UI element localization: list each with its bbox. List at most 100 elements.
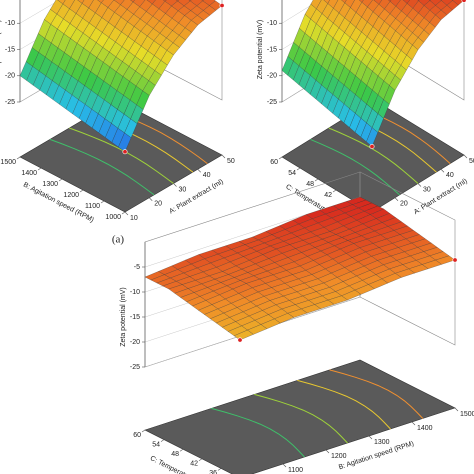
contour-line xyxy=(328,127,419,184)
contour-line xyxy=(310,138,400,196)
y-tick xyxy=(100,200,105,204)
x-tick xyxy=(124,211,129,216)
z-axis-label: Zeta potential (mV) xyxy=(0,20,2,80)
x-tick xyxy=(197,169,201,173)
z-tick-label: -10 xyxy=(267,20,277,27)
y-tick-label: 48 xyxy=(306,181,314,188)
z-tick-label: -25 xyxy=(130,364,140,371)
x-tick-label: 50 xyxy=(227,158,235,165)
x-tick xyxy=(282,463,287,468)
surface-patch xyxy=(358,0,364,3)
surface-patch xyxy=(162,0,167,2)
design-point xyxy=(219,2,225,9)
y-tick-label: 1400 xyxy=(21,170,37,177)
surface-patch xyxy=(233,329,254,341)
design-point xyxy=(369,144,375,150)
y-tick-label: 42 xyxy=(190,461,198,468)
y-tick-label: 1300 xyxy=(42,181,58,188)
z-tick-label: -20 xyxy=(130,339,140,346)
surface-patch xyxy=(366,127,378,147)
design-point xyxy=(237,337,243,343)
x-tick xyxy=(417,183,422,187)
y-tick-label: 1200 xyxy=(63,192,79,199)
x-tick xyxy=(440,169,445,173)
y-tick xyxy=(179,448,184,452)
z-tick-label: -20 xyxy=(5,73,15,80)
contour-line xyxy=(49,138,155,196)
surface-patch xyxy=(188,0,192,2)
x-tick-label: 1300 xyxy=(374,439,390,446)
x-tick-label: 1100 xyxy=(288,467,303,474)
z-tick-label: -5 xyxy=(134,264,140,271)
y-tick xyxy=(296,167,301,171)
x-axis-label: A: Plant extract (ml) xyxy=(168,178,225,215)
z-axis-label: Zeta potential (mV) xyxy=(120,287,127,347)
contour-line xyxy=(329,369,424,419)
z-tick-label: -10 xyxy=(5,20,15,27)
surface-patch xyxy=(130,0,135,3)
y-tick-label: 54 xyxy=(152,441,160,448)
z-tick-label: -20 xyxy=(267,73,277,80)
x-tick-label: 30 xyxy=(179,186,187,193)
surface-patch xyxy=(417,0,420,1)
x-tick-label: 1400 xyxy=(417,425,433,432)
y-tick-label: 1500 xyxy=(0,159,16,166)
y-tick xyxy=(79,189,84,193)
y-tick-label: 42 xyxy=(324,192,332,199)
y-tick xyxy=(58,178,63,182)
x-tick-label: 1500 xyxy=(460,411,474,418)
x-tick-label: 40 xyxy=(203,172,211,179)
x-tick xyxy=(221,154,226,159)
y-tick xyxy=(37,167,42,171)
x-tick-label: 50 xyxy=(469,158,474,165)
z-tick-label: -15 xyxy=(5,46,15,53)
x-tick xyxy=(173,183,177,187)
contour-floor xyxy=(144,359,456,474)
contour-line xyxy=(297,379,391,430)
y-tick xyxy=(217,468,222,471)
grid-line xyxy=(19,0,60,24)
surface-patch xyxy=(97,0,104,3)
z-tick-label: -10 xyxy=(130,289,140,296)
y-tick-label: 54 xyxy=(288,170,296,177)
y-tick xyxy=(278,156,283,160)
x-tick-label: 10 xyxy=(130,215,138,222)
z-tick-label: -5 xyxy=(271,0,277,1)
design-point xyxy=(122,149,128,155)
y-tick xyxy=(314,178,319,182)
surface-patch xyxy=(118,132,132,152)
z-tick-label: -25 xyxy=(5,99,15,106)
y-tick-label: 48 xyxy=(171,451,179,458)
surface-patch xyxy=(201,0,205,2)
panel-caption: (a) xyxy=(112,234,125,246)
x-tick xyxy=(325,449,330,454)
z-axis-label: Zeta potential (mV) xyxy=(257,20,264,80)
x-tick-label: 40 xyxy=(446,172,454,179)
design-point xyxy=(452,257,458,263)
y-tick xyxy=(16,156,21,160)
surface-patch xyxy=(175,0,180,2)
x-tick xyxy=(411,421,416,426)
x-tick xyxy=(368,435,373,440)
y-tick-label: 36 xyxy=(209,470,217,474)
y-tick-label: 1000 xyxy=(105,214,121,221)
y-tick-label: 60 xyxy=(270,159,278,166)
z-tick-label: -5 xyxy=(9,0,15,1)
y-tick xyxy=(332,189,337,193)
x-tick xyxy=(394,197,399,201)
x-axis-label: A: Plant extract (ml) xyxy=(413,178,469,216)
contour-line xyxy=(254,393,348,444)
z-tick-label: -15 xyxy=(267,46,277,53)
contour-line xyxy=(211,407,305,458)
y-tick xyxy=(141,429,146,433)
y-tick xyxy=(160,439,165,442)
x-tick-label: 1200 xyxy=(331,453,347,460)
y-tick-label: 60 xyxy=(133,432,141,439)
y-tick xyxy=(121,211,126,215)
x-tick xyxy=(454,407,459,412)
grid-line xyxy=(281,0,320,24)
y-tick xyxy=(198,458,203,462)
x-tick-label: 20 xyxy=(154,201,162,208)
